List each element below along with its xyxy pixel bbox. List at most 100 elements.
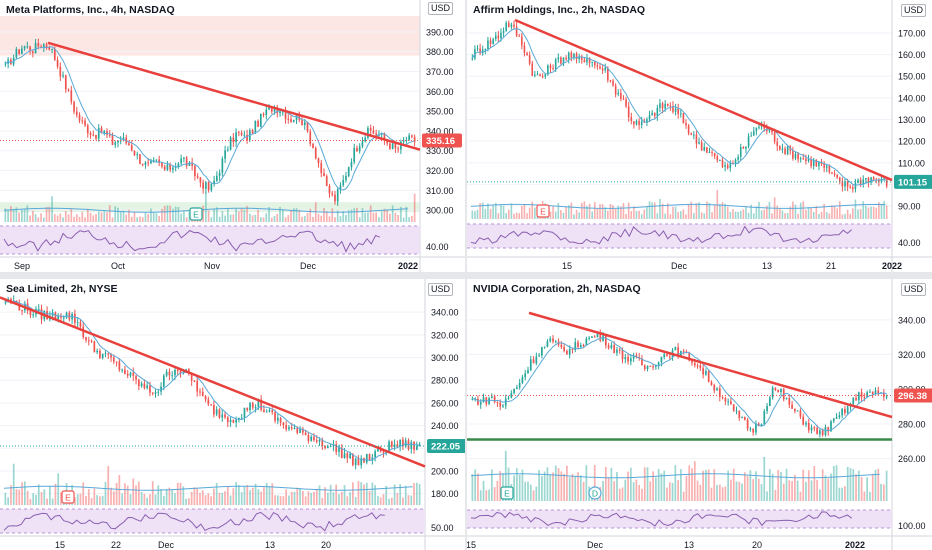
candle-body [841, 408, 843, 416]
candle-body [163, 166, 166, 170]
last-price-badge [422, 133, 462, 148]
volume-bar [185, 217, 188, 222]
volume-bar [152, 212, 155, 222]
candle-body [573, 53, 575, 58]
volume-bar [357, 481, 360, 505]
y-tick-label: 330.00 [426, 146, 454, 156]
volume-bar [325, 211, 328, 222]
chart-nvidia[interactable]: 340.00320.00300.00280.00260.00296.38100.… [467, 279, 932, 550]
volume-bar [122, 210, 125, 222]
candle-body [207, 399, 210, 405]
volume-bar [10, 206, 12, 222]
candle-body [854, 183, 857, 190]
chart-panel-nvidia[interactable]: 340.00320.00300.00280.00260.00296.38100.… [467, 279, 932, 550]
volume-bar [149, 494, 151, 505]
volume-bar [350, 209, 353, 222]
candle-body [171, 375, 174, 377]
volume-bar [774, 489, 777, 501]
volume-bar [270, 217, 273, 222]
volume-bar [29, 498, 32, 505]
earnings-marker: E [193, 209, 199, 219]
volume-bar [363, 484, 365, 505]
candle-body [568, 348, 571, 355]
earnings-marker: E [540, 206, 546, 216]
last-price-label: 222.05 [431, 441, 461, 452]
candle-body [279, 417, 282, 423]
candle-body [268, 107, 270, 110]
candle-body [703, 147, 706, 151]
chart-affirm[interactable]: 170.00 160.00 150.00 140.00 130.00 120.00 110.… [467, 0, 932, 272]
volume-bar [521, 469, 524, 501]
y-tick-label: 320.00 [431, 330, 459, 340]
candle-body [298, 113, 301, 120]
candle-body [791, 404, 793, 409]
volume-bar [494, 202, 497, 219]
candle-body [591, 336, 593, 338]
volume-bar [48, 206, 51, 222]
candle-body [657, 362, 660, 366]
candle-body [693, 134, 695, 136]
volume-bar [84, 217, 86, 222]
volume-bar [162, 495, 165, 505]
volume-bar [737, 211, 739, 219]
currency-label-sea: USD [428, 283, 454, 296]
candle-body [547, 65, 549, 75]
candle-body [705, 371, 707, 375]
volume-bar [599, 204, 601, 219]
candle-body [180, 158, 183, 164]
chart-panel-sea[interactable]: 340.00320.00300.00280.00260.00240.00220.… [0, 279, 465, 550]
y-tick-label: 280.00 [431, 376, 459, 386]
volume-bar [846, 466, 849, 501]
candle-body [578, 57, 580, 59]
candle-body [107, 353, 110, 355]
volume-bar [534, 207, 536, 219]
volume-bar [196, 488, 199, 505]
candle-body [224, 414, 226, 418]
candle-body [232, 419, 235, 423]
volume-bar [293, 491, 296, 505]
x-tick-label: 21 [826, 261, 836, 271]
volume-bar [157, 485, 160, 505]
volume-bar [386, 209, 389, 222]
candle-body [140, 383, 143, 387]
chart-panel-affirm[interactable]: 170.00 160.00 150.00 140.00 130.00 120.00 110.… [467, 0, 932, 272]
volume-bar [295, 208, 298, 222]
volume-bar [205, 192, 207, 222]
candle-body [349, 453, 351, 459]
volume-bar [638, 484, 641, 501]
candle-body [567, 52, 570, 60]
candle-body [492, 39, 494, 44]
candle-body [213, 405, 215, 415]
chart-meta[interactable]: 390.00 380.00 370.00 360.00 350.00 340.00 330.… [0, 0, 465, 272]
volume-bar [96, 495, 98, 505]
candle-body [771, 387, 774, 398]
candle-body [713, 152, 716, 157]
candle-body [635, 355, 638, 358]
candle-body [599, 66, 601, 69]
volume-bar [54, 483, 57, 505]
candle-body [799, 410, 802, 417]
candle-body [510, 24, 513, 27]
volume-bar [571, 474, 574, 501]
chart-sea[interactable]: 340.00320.00300.00280.00260.00240.00220.… [0, 279, 465, 550]
candle-body [284, 111, 287, 119]
volume-bar [710, 487, 713, 501]
candle-body [345, 176, 347, 181]
candle-body [350, 162, 353, 168]
candle-body [188, 162, 191, 166]
chart-panel-meta[interactable]: 390.00 380.00 370.00 360.00 350.00 340.00 330.… [0, 0, 465, 272]
volume-bar [243, 486, 246, 505]
candle-body [89, 133, 92, 135]
volume-bar [279, 207, 281, 222]
candle-body [852, 397, 855, 404]
candle-body [708, 151, 711, 153]
x-tick-label: 2022 [845, 540, 865, 550]
volume-bar [874, 469, 877, 501]
x-tick-label: 2022 [882, 261, 902, 271]
volume-bar [407, 495, 410, 505]
candle-body [490, 396, 493, 399]
candle-body [37, 42, 40, 47]
volume-bar [89, 212, 92, 222]
volume-bar [160, 489, 162, 505]
volume-bar [396, 492, 399, 505]
